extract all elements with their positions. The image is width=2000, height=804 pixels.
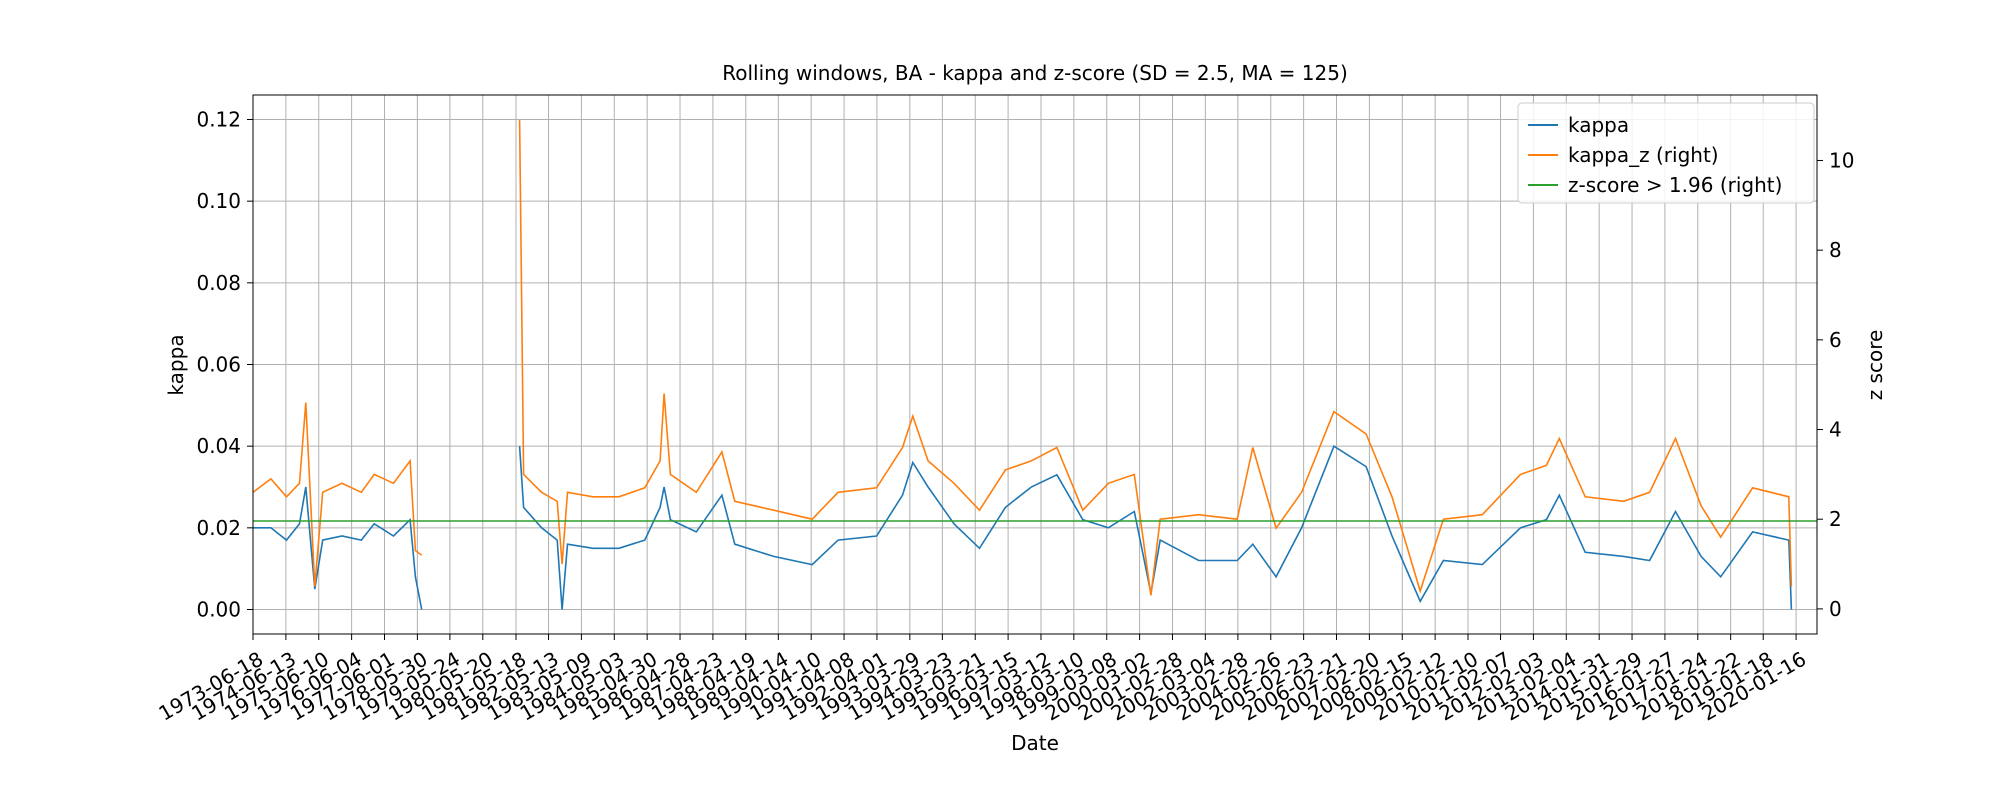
y-tick-label: 0.10 (196, 189, 241, 213)
y-tick-label: 0.12 (196, 108, 241, 132)
y2-tick-label: 10 (1829, 148, 1854, 172)
axes-frame (252, 94, 1818, 635)
y-tick-label: 0.04 (196, 434, 241, 458)
y-tick-label: 0.02 (196, 516, 241, 540)
y2-tick-label: 2 (1829, 507, 1842, 531)
y-tick-label: 0.08 (196, 271, 241, 295)
series-line (252, 120, 1793, 596)
y2-tick-label: 0 (1829, 597, 1842, 621)
series-line (253, 445, 1793, 610)
legend-label: kappa (1568, 113, 1629, 137)
y-axis-label: kappa (164, 334, 188, 395)
legend-label: kappa_z (right) (1568, 143, 1719, 167)
y-tick-label: 0.00 (196, 598, 241, 622)
x-axis-label: Date (1011, 731, 1059, 755)
legend-label: z-score > 1.96 (right) (1568, 173, 1782, 197)
legend-box (1517, 102, 1815, 204)
y2-tick-label: 8 (1829, 238, 1842, 262)
chart-title: Rolling windows, BA - kappa and z-score … (722, 61, 1348, 85)
y-tick-label: 0.06 (196, 353, 241, 377)
y2-axis-label: z score (1863, 330, 1887, 401)
y2-tick-label: 6 (1829, 328, 1842, 352)
y2-tick-label: 4 (1829, 418, 1842, 442)
